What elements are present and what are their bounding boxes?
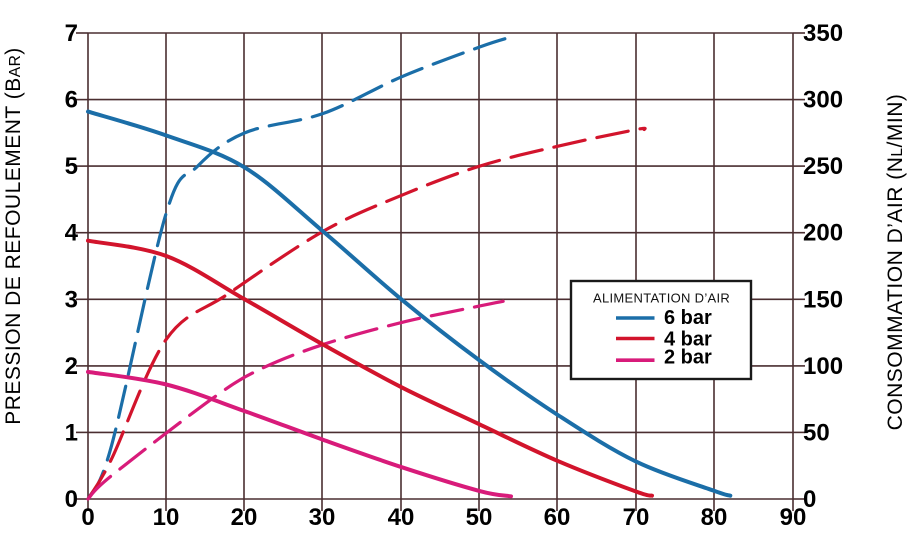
svg-text:0: 0 [803, 486, 816, 513]
svg-text:150: 150 [803, 286, 843, 313]
svg-text:2: 2 [65, 353, 78, 380]
svg-text:40: 40 [388, 504, 415, 531]
svg-text:10: 10 [153, 504, 180, 531]
svg-text:60: 60 [544, 504, 571, 531]
svg-text:0: 0 [81, 504, 94, 531]
svg-text:20: 20 [231, 504, 258, 531]
svg-text:200: 200 [803, 220, 843, 247]
svg-text:3: 3 [65, 286, 78, 313]
svg-text:250: 250 [803, 153, 843, 180]
svg-text:2 bar: 2 bar [664, 347, 712, 369]
svg-text:50: 50 [803, 419, 830, 446]
svg-text:100: 100 [803, 353, 843, 380]
svg-text:30: 30 [309, 504, 336, 531]
svg-text:50: 50 [466, 504, 493, 531]
svg-text:ALIMENTATION D’AIR: ALIMENTATION D’AIR [593, 291, 730, 306]
svg-text:1: 1 [65, 419, 78, 446]
svg-text:70: 70 [623, 504, 650, 531]
svg-text:300: 300 [803, 87, 843, 114]
svg-text:0: 0 [65, 486, 78, 513]
svg-text:80: 80 [701, 504, 728, 531]
svg-text:4: 4 [65, 220, 79, 247]
svg-text:5: 5 [65, 153, 78, 180]
svg-text:6: 6 [65, 87, 78, 114]
svg-text:6 bar: 6 bar [664, 307, 712, 329]
svg-text:350: 350 [803, 20, 843, 47]
svg-text:7: 7 [65, 20, 78, 47]
